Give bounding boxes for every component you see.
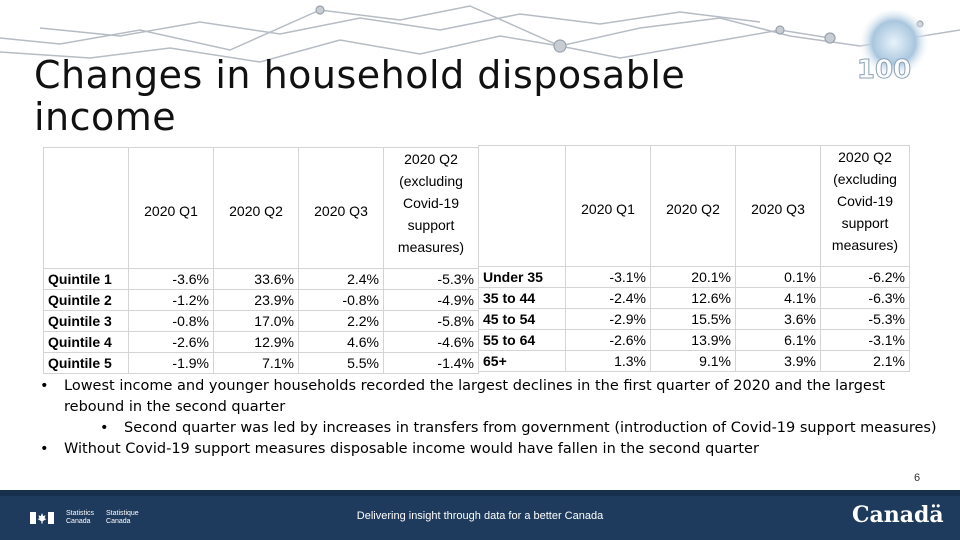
table-cell: -6.3% (820, 287, 910, 309)
table-cell: 9.1% (650, 350, 736, 372)
row-label: 35 to 44 (478, 287, 566, 309)
table-cell: 4.6% (298, 331, 384, 353)
table-cell: -1.2% (128, 289, 214, 311)
row-label: 45 to 54 (478, 308, 566, 330)
table-header: 2020 Q2 (excluding Covid-19 support meas… (820, 145, 910, 267)
agency-name-fr-1: Statistique (106, 510, 139, 517)
table-row: 65+ 1.3% 9.1% 3.9% 2.1% (478, 350, 910, 372)
table-header-corner (43, 147, 129, 269)
agency-name-fr-2: Canada (106, 518, 131, 525)
table-header: 2020 Q2 (650, 145, 736, 267)
bullet-text: Second quarter was led by increases in t… (124, 420, 937, 436)
table-row: 35 to 44 -2.4% 12.6% 4.1% -6.3% (478, 287, 910, 309)
page-title: Changes in household disposable income (34, 53, 686, 139)
table-cell: 6.1% (735, 329, 821, 351)
table-cell: -5.8% (383, 310, 479, 332)
footer-tagline: Delivering insight through data for a be… (356, 510, 604, 522)
table-header: 2020 Q1 (565, 145, 651, 267)
table-cell: 7.1% (213, 352, 299, 374)
table-header-corner (478, 145, 566, 267)
anniversary-100-logo: 100 (856, 10, 930, 86)
table-cell: 13.9% (650, 329, 736, 351)
canada-wordmark: Canadä (852, 502, 944, 528)
table-header: 2020 Q1 (128, 147, 214, 269)
page-number: 6 (914, 472, 921, 484)
table-cell: 1.3% (565, 350, 651, 372)
row-label: 65+ (478, 350, 566, 372)
table-cell: 2.4% (298, 268, 384, 290)
statcan-logo: Statistics Canada Statistique Canada (30, 510, 139, 526)
age-group-table: 2020 Q1 2020 Q2 2020 Q3 2020 Q2 (excludi… (478, 145, 910, 372)
row-label: Under 35 (478, 266, 566, 288)
agency-name-en-2: Canada (66, 518, 91, 525)
badge-100-text: 100 (857, 55, 911, 85)
table-cell: -3.1% (820, 329, 910, 351)
table-row: Quintile 1 -3.6% 33.6% 2.4% -5.3% (43, 268, 479, 290)
bullet-item: • Lowest income and younger households re… (40, 376, 924, 418)
row-label: Quintile 3 (43, 310, 129, 332)
table-cell: -4.9% (383, 289, 479, 311)
table-row: 45 to 54 -2.9% 15.5% 3.6% -5.3% (478, 308, 910, 330)
bullet-text: Without Covid-19 support measures dispos… (64, 441, 759, 457)
table-cell: 15.5% (650, 308, 736, 330)
table-cell: 12.9% (213, 331, 299, 353)
table-cell: -6.2% (820, 266, 910, 288)
table-cell: 3.6% (735, 308, 821, 330)
table-header: 2020 Q3 (735, 145, 821, 267)
table-cell: 3.9% (735, 350, 821, 372)
table-cell: -1.9% (128, 352, 214, 374)
table-cell: 20.1% (650, 266, 736, 288)
table-row: Quintile 5 -1.9% 7.1% 5.5% -1.4% (43, 352, 479, 374)
row-label: Quintile 2 (43, 289, 129, 311)
sub-bullet-item: • Second quarter was led by increases in … (64, 418, 940, 439)
table-cell: 33.6% (213, 268, 299, 290)
table-row: Quintile 4 -2.6% 12.9% 4.6% -4.6% (43, 331, 479, 353)
table-row: Quintile 2 -1.2% 23.9% -0.8% -4.9% (43, 289, 479, 311)
table-cell: 12.6% (650, 287, 736, 309)
table-cell: -4.6% (383, 331, 479, 353)
table-cell: -5.3% (820, 308, 910, 330)
bullet-dot-icon: • (100, 420, 109, 436)
income-quintile-table: 2020 Q1 2020 Q2 2020 Q3 2020 Q2 (excludi… (43, 147, 479, 374)
table-header: 2020 Q2 (213, 147, 299, 269)
table-cell: -2.6% (128, 331, 214, 353)
bullet-dot-icon: • (40, 441, 49, 457)
footer-top-strip (0, 490, 960, 496)
canada-flag-icon (30, 512, 54, 524)
table-cell: 2.1% (820, 350, 910, 372)
row-label: 55 to 64 (478, 329, 566, 351)
table-cell: -2.9% (565, 308, 651, 330)
table-cell: -0.8% (128, 310, 214, 332)
bullet-list: • Lowest income and younger households re… (40, 376, 940, 460)
bullet-item: • Without Covid-19 support measures dispo… (40, 439, 924, 460)
table-cell: 4.1% (735, 287, 821, 309)
network-background (0, 5, 960, 63)
table-cell: -3.6% (128, 268, 214, 290)
table-cell: 2.2% (298, 310, 384, 332)
table-cell: -2.4% (565, 287, 651, 309)
row-label: Quintile 4 (43, 331, 129, 353)
agency-name-en-1: Statistics (66, 510, 95, 517)
table-cell: -2.6% (565, 329, 651, 351)
table-cell: -3.1% (565, 266, 651, 288)
table-row: 55 to 64 -2.6% 13.9% 6.1% -3.1% (478, 329, 910, 351)
table-cell: 5.5% (298, 352, 384, 374)
table-cell: -5.3% (383, 268, 479, 290)
table-cell: 0.1% (735, 266, 821, 288)
table-row: Under 35 -3.1% 20.1% 0.1% -6.2% (478, 266, 910, 288)
table-cell: 17.0% (213, 310, 299, 332)
table-cell: -0.8% (298, 289, 384, 311)
table-header: 2020 Q2 (excluding Covid-19 support meas… (383, 147, 479, 269)
row-label: Quintile 5 (43, 352, 129, 374)
table-header: 2020 Q3 (298, 147, 384, 269)
row-label: Quintile 1 (43, 268, 129, 290)
table-cell: 23.9% (213, 289, 299, 311)
footer-bar (0, 490, 960, 540)
table-cell: -1.4% (383, 352, 479, 374)
table-row: Quintile 3 -0.8% 17.0% 2.2% -5.8% (43, 310, 479, 332)
bullet-text: Lowest income and younger households rec… (64, 378, 886, 415)
bullet-dot-icon: • (40, 378, 49, 394)
